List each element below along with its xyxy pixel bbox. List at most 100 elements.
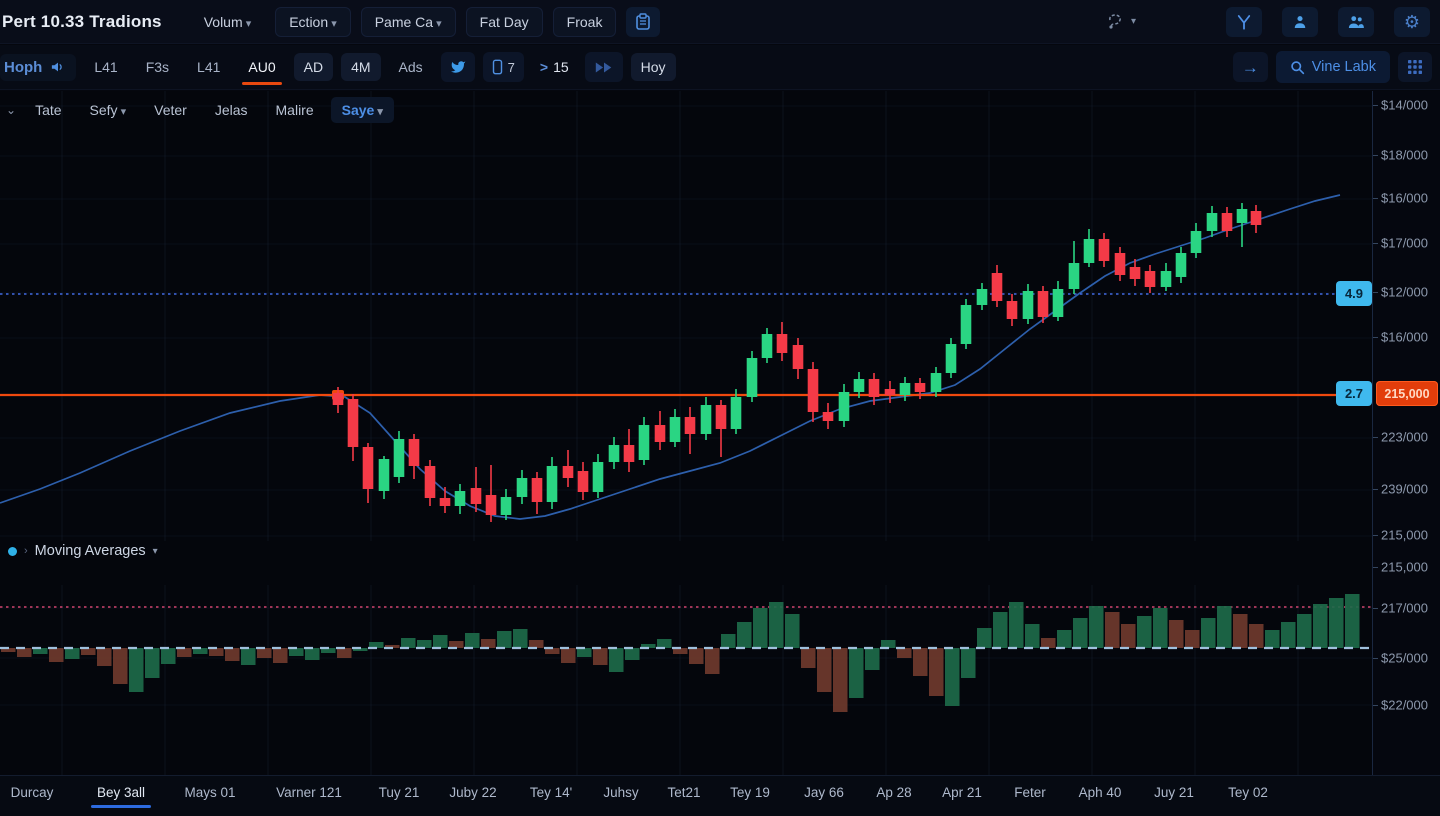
phone-icon (492, 59, 503, 75)
price-axis-label: $12/000 (1381, 284, 1428, 300)
axis-tick (1373, 705, 1378, 706)
date-label[interactable]: Juby 22 (449, 785, 497, 800)
date-label[interactable]: Juhsy (603, 785, 639, 800)
legend-dot-icon (8, 546, 17, 556)
grid-icon (1407, 59, 1423, 75)
greater-than-icon: > (539, 59, 549, 75)
twitter-button[interactable] (440, 52, 475, 82)
threshold-indicator[interactable]: > 15 (532, 59, 577, 75)
price-axis-label: 215,000 (1381, 527, 1428, 543)
date-label[interactable]: Tey 19 (730, 785, 770, 800)
speaker-icon (50, 60, 66, 74)
legend-label: Moving Averages (34, 543, 146, 559)
fat-day-button[interactable]: Fat Day (465, 6, 543, 37)
moving-averages-legend[interactable]: › Moving Averages ▾ (8, 543, 158, 559)
price-axis-label: $18/000 (1381, 147, 1428, 163)
axis-tick (1373, 489, 1378, 490)
tab-veter[interactable]: Veter (154, 102, 187, 118)
branch-icon (1235, 13, 1253, 31)
axis-tick (1373, 243, 1378, 244)
date-label[interactable]: Tet21 (667, 785, 701, 800)
candlestick-chart (0, 91, 1372, 541)
price-axis-label: $25/000 (1381, 650, 1428, 666)
tab-jelas[interactable]: Jelas (214, 102, 248, 118)
interval-ad[interactable]: AD (293, 53, 334, 81)
date-label[interactable]: Tuy 21 (378, 785, 420, 800)
date-axis[interactable]: Durcay Bey 3all Mays 01 Varner 121 Tuy 21 Jub… (0, 775, 1440, 816)
legend-caret-icon: ▾ (152, 545, 158, 557)
date-label[interactable]: Juy 21 (1154, 785, 1194, 800)
volume-dropdown[interactable]: Volum (190, 7, 266, 37)
user-icon (1291, 13, 1309, 31)
chevron-down-icon: ▾ (1130, 16, 1136, 27)
axis-tick (1373, 535, 1378, 536)
date-label[interactable]: Mays 01 (184, 785, 236, 800)
interval-au0-active[interactable]: AU0 (238, 53, 285, 85)
search-icon (1290, 60, 1305, 75)
date-label[interactable]: Tey 14' (529, 785, 573, 800)
today-button[interactable]: Hoy (630, 53, 676, 81)
axis-tick (1373, 292, 1378, 293)
date-label[interactable]: Ap 28 (876, 785, 912, 800)
chart-area[interactable]: ⌄ Tate Sefy Veter Jelas Malire Saye › Mo… (0, 91, 1372, 775)
price-axis-label: $16/000 (1381, 329, 1428, 345)
date-label[interactable]: Aph 40 (1078, 785, 1122, 800)
interval-f3s[interactable]: F3s (145, 59, 170, 75)
date-label[interactable]: Feter (1014, 785, 1046, 800)
tab-tate[interactable]: Tate (35, 102, 62, 118)
axis-tick (1373, 658, 1378, 659)
date-label[interactable]: Apr 21 (942, 785, 982, 800)
date-label[interactable]: Tey 02 (1228, 785, 1268, 800)
fast-forward-button[interactable] (584, 52, 623, 82)
price-axis-label: $22/000 (1381, 697, 1428, 713)
twitter-icon (450, 60, 466, 74)
pame-ca-dropdown[interactable]: Pame Ca (360, 6, 456, 37)
interval-l41[interactable]: L41 (94, 59, 118, 75)
arrow-right-icon: → (1241, 57, 1259, 77)
symbol-button[interactable]: Hoph (0, 53, 77, 81)
axis-tick (1373, 337, 1378, 338)
axis-tick (1373, 105, 1378, 106)
price-axis-label: $17/000 (1381, 235, 1428, 251)
symbol-label: Hoph (4, 58, 43, 76)
interval-l41b[interactable]: L41 (197, 59, 221, 75)
tab-malire[interactable]: Malire (275, 102, 314, 118)
legend-chevron-icon: › (24, 545, 28, 557)
price-axis[interactable]: 215,000 $14/000 $18/000 $16/000 $17/000 $12/… (1372, 91, 1440, 775)
tabs-chevron-icon[interactable]: ⌄ (6, 103, 17, 117)
last-price-badge: 215,000 (1376, 381, 1438, 406)
axis-tick (1373, 437, 1378, 438)
users-icon (1346, 13, 1366, 31)
go-right-button[interactable]: → (1232, 52, 1268, 82)
oscillator-chart (0, 585, 1372, 775)
phone-alerts-button[interactable]: 7 (482, 52, 524, 82)
date-label-active[interactable]: Bey 3all (90, 785, 152, 808)
clipboard-icon (635, 12, 651, 31)
price-axis-label: 239/000 (1381, 481, 1428, 497)
settings-button[interactable]: ⚙ (1394, 6, 1430, 37)
price-badge-blue: 4.9 (1336, 281, 1372, 306)
lasso-tool-dropdown[interactable]: ▾ (1105, 12, 1136, 32)
interval-4m[interactable]: 4M (341, 53, 381, 81)
interval-ads[interactable]: Ads (398, 59, 423, 75)
search-button[interactable]: Vine Labk (1275, 51, 1390, 83)
ection-dropdown[interactable]: Ection (275, 6, 351, 37)
tab-saye-active[interactable]: Saye (330, 97, 394, 123)
clipboard-button[interactable] (626, 6, 661, 37)
fast-forward-icon (594, 61, 614, 74)
users-button[interactable] (1338, 6, 1374, 37)
date-label[interactable]: Jay 66 (804, 785, 844, 800)
date-label[interactable]: Varner 121 (276, 785, 342, 800)
price-axis-label: $14/000 (1381, 97, 1428, 113)
apps-grid-button[interactable] (1398, 52, 1432, 82)
date-label[interactable]: Durcay (10, 785, 54, 800)
axis-tick (1373, 567, 1378, 568)
chart-tabs: ⌄ Tate Sefy Veter Jelas Malire Saye (0, 93, 398, 127)
froak-button[interactable]: Froak (552, 6, 617, 37)
chart-region: ⌄ Tate Sefy Veter Jelas Malire Saye › Mo… (0, 91, 1440, 775)
tab-sefy[interactable]: Sefy (79, 97, 138, 123)
axis-tick (1373, 155, 1378, 156)
branch-button[interactable] (1226, 6, 1262, 37)
user-button[interactable] (1282, 6, 1318, 37)
